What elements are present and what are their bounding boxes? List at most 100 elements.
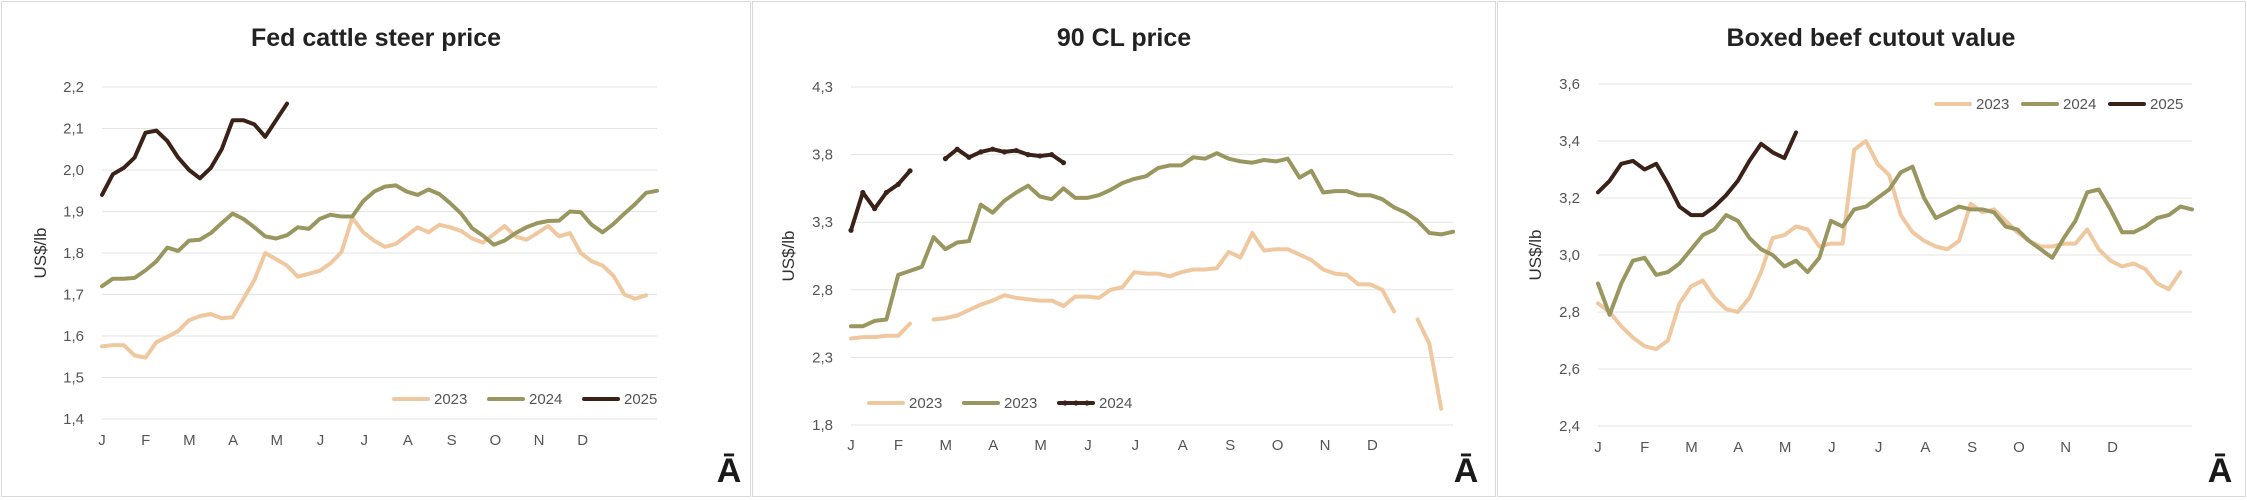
y-tick-label: 3,4 — [1559, 133, 1580, 150]
legend-label: 2024 — [1099, 395, 1132, 412]
x-tick-label: J — [1132, 437, 1140, 454]
x-tick-label: M — [271, 432, 284, 449]
y-tick-label: 1,8 — [63, 245, 84, 262]
y-tick-label: 3,6 — [1559, 76, 1580, 93]
y-tick-label: 2,4 — [1559, 418, 1580, 435]
x-tick-label: F — [1640, 439, 1649, 456]
x-tick-label: N — [534, 432, 545, 449]
x-tick-label: O — [1272, 437, 1284, 454]
y-axis-label: US$/lb — [1526, 229, 1545, 280]
x-tick-label: D — [577, 432, 588, 449]
x-tick-label: F — [894, 437, 903, 454]
series-point-2 — [1001, 149, 1008, 155]
brand-logo: Ā — [1454, 452, 1479, 490]
x-tick-label: S — [1225, 437, 1235, 454]
chart-svg-90cl: 90 CL price 1,8 2,3 2,8 3,3 3,8 4,3 US$/lb J F M A M… — [779, 24, 1479, 490]
y-tick-label: 3,2 — [1559, 190, 1580, 207]
x-tick-label: N — [1320, 437, 1331, 454]
series-point-2 — [907, 168, 913, 174]
x-tick-label: J — [1084, 437, 1092, 454]
legend-label: 2024 — [2063, 96, 2096, 113]
series-line-0 — [1415, 317, 1444, 411]
legend-marker — [1062, 400, 1068, 406]
x-tick-label: N — [2060, 439, 2071, 456]
y-tick-label: 2,0 — [63, 162, 84, 179]
x-tick-label: J — [1828, 439, 1836, 456]
chart-title: 90 CL price — [1057, 24, 1191, 52]
series-point-2 — [1013, 147, 1019, 154]
x-tick-label: A — [1178, 437, 1188, 454]
legend-label: 2023 — [434, 391, 467, 408]
y-tick-label: 1,9 — [63, 204, 84, 221]
series-point-2 — [1060, 160, 1067, 166]
brand-logo: Ā — [717, 452, 742, 490]
brand-logo: Ā — [2208, 452, 2233, 490]
x-tick-label: F — [141, 432, 150, 449]
series-line-1 — [100, 183, 659, 289]
legend-label: 2023 — [909, 395, 942, 412]
series-line-1 — [849, 151, 1455, 329]
series-point-2 — [954, 146, 960, 152]
legend-marker — [1073, 400, 1079, 406]
x-tick-label: A — [403, 432, 413, 449]
chart-title: Boxed beef cutout value — [1727, 24, 2016, 52]
x-tick-label: A — [228, 432, 238, 449]
legend-label: 2023 — [1976, 96, 2009, 113]
chart-panel-boxed-beef: Boxed beef cutout value 2,4 2,6 2,8 3,0 3,2 3,… — [1497, 1, 2246, 497]
legend-marker — [1084, 400, 1090, 406]
series-point-2 — [990, 146, 996, 152]
x-tick-label: J — [317, 432, 325, 449]
legend-label: 2025 — [2150, 96, 2183, 113]
y-tick-label: 1,8 — [812, 417, 833, 434]
y-tick-label: 1,7 — [63, 287, 84, 304]
series-point-2 — [860, 189, 866, 196]
legend-label: 2024 — [529, 391, 562, 408]
x-tick-label: J — [1875, 439, 1883, 456]
series-point-2 — [1025, 152, 1031, 158]
y-tick-label: 1,5 — [63, 370, 84, 387]
y-tick-label: 3,3 — [812, 214, 833, 231]
series-line-1 — [1596, 164, 2194, 317]
chart-svg-boxed-beef: Boxed beef cutout value 2,4 2,6 2,8 3,0 3,2 3,… — [1526, 24, 2233, 490]
series-point-2 — [1037, 153, 1043, 159]
x-tick-label: S — [447, 432, 457, 449]
y-tick-label: 2,8 — [812, 282, 833, 299]
y-tick-label: 2,3 — [812, 349, 833, 366]
series-line-0 — [931, 231, 1396, 322]
x-tick-label: M — [1034, 437, 1047, 454]
y-tick-label: 2,2 — [63, 79, 84, 96]
x-tick-label: J — [360, 432, 368, 449]
series-line-0 — [100, 215, 649, 360]
series-point-2 — [966, 154, 972, 160]
y-tick-label: 3,8 — [812, 147, 833, 164]
series-line-0 — [849, 321, 912, 341]
y-tick-label: 2,1 — [63, 121, 84, 138]
x-tick-label: O — [489, 432, 501, 449]
series-line-0 — [1596, 139, 2183, 352]
x-tick-label: A — [1920, 439, 1930, 456]
x-tick-label: A — [1733, 439, 1743, 456]
series-point-2 — [1049, 152, 1055, 158]
series-point-2 — [895, 181, 901, 187]
series-point-2 — [872, 206, 878, 212]
x-tick-label: A — [988, 437, 998, 454]
y-tick-label: 2,6 — [1559, 361, 1580, 378]
x-tick-label: D — [1367, 437, 1378, 454]
y-tick-label: 2,8 — [1559, 304, 1580, 321]
x-tick-label: J — [98, 432, 106, 449]
series-line-2 — [100, 101, 289, 197]
series-line-2 — [1596, 130, 1798, 218]
x-tick-label: J — [1594, 439, 1602, 456]
x-tick-label: O — [2013, 439, 2025, 456]
chart-panel-fed-cattle: Fed cattle steer price 1,4 1,5 1,6 1,7 1,8 1,9… — [1, 1, 751, 497]
chart-svg-fed-cattle: Fed cattle steer price 1,4 1,5 1,6 1,7 1,8 1,9… — [31, 24, 742, 490]
y-tick-label: 3,0 — [1559, 247, 1580, 264]
legend-label: 2023 — [1004, 395, 1037, 412]
chart-panel-90cl: 90 CL price 1,8 2,3 2,8 3,3 3,8 4,3 US$/lb J F M A M… — [752, 1, 1496, 497]
x-tick-label: M — [1685, 439, 1698, 456]
x-tick-label: M — [940, 437, 953, 454]
y-tick-label: 1,6 — [63, 328, 84, 345]
series-point-2 — [942, 156, 949, 162]
series-line-2 — [849, 168, 912, 233]
x-tick-label: M — [1779, 439, 1792, 456]
